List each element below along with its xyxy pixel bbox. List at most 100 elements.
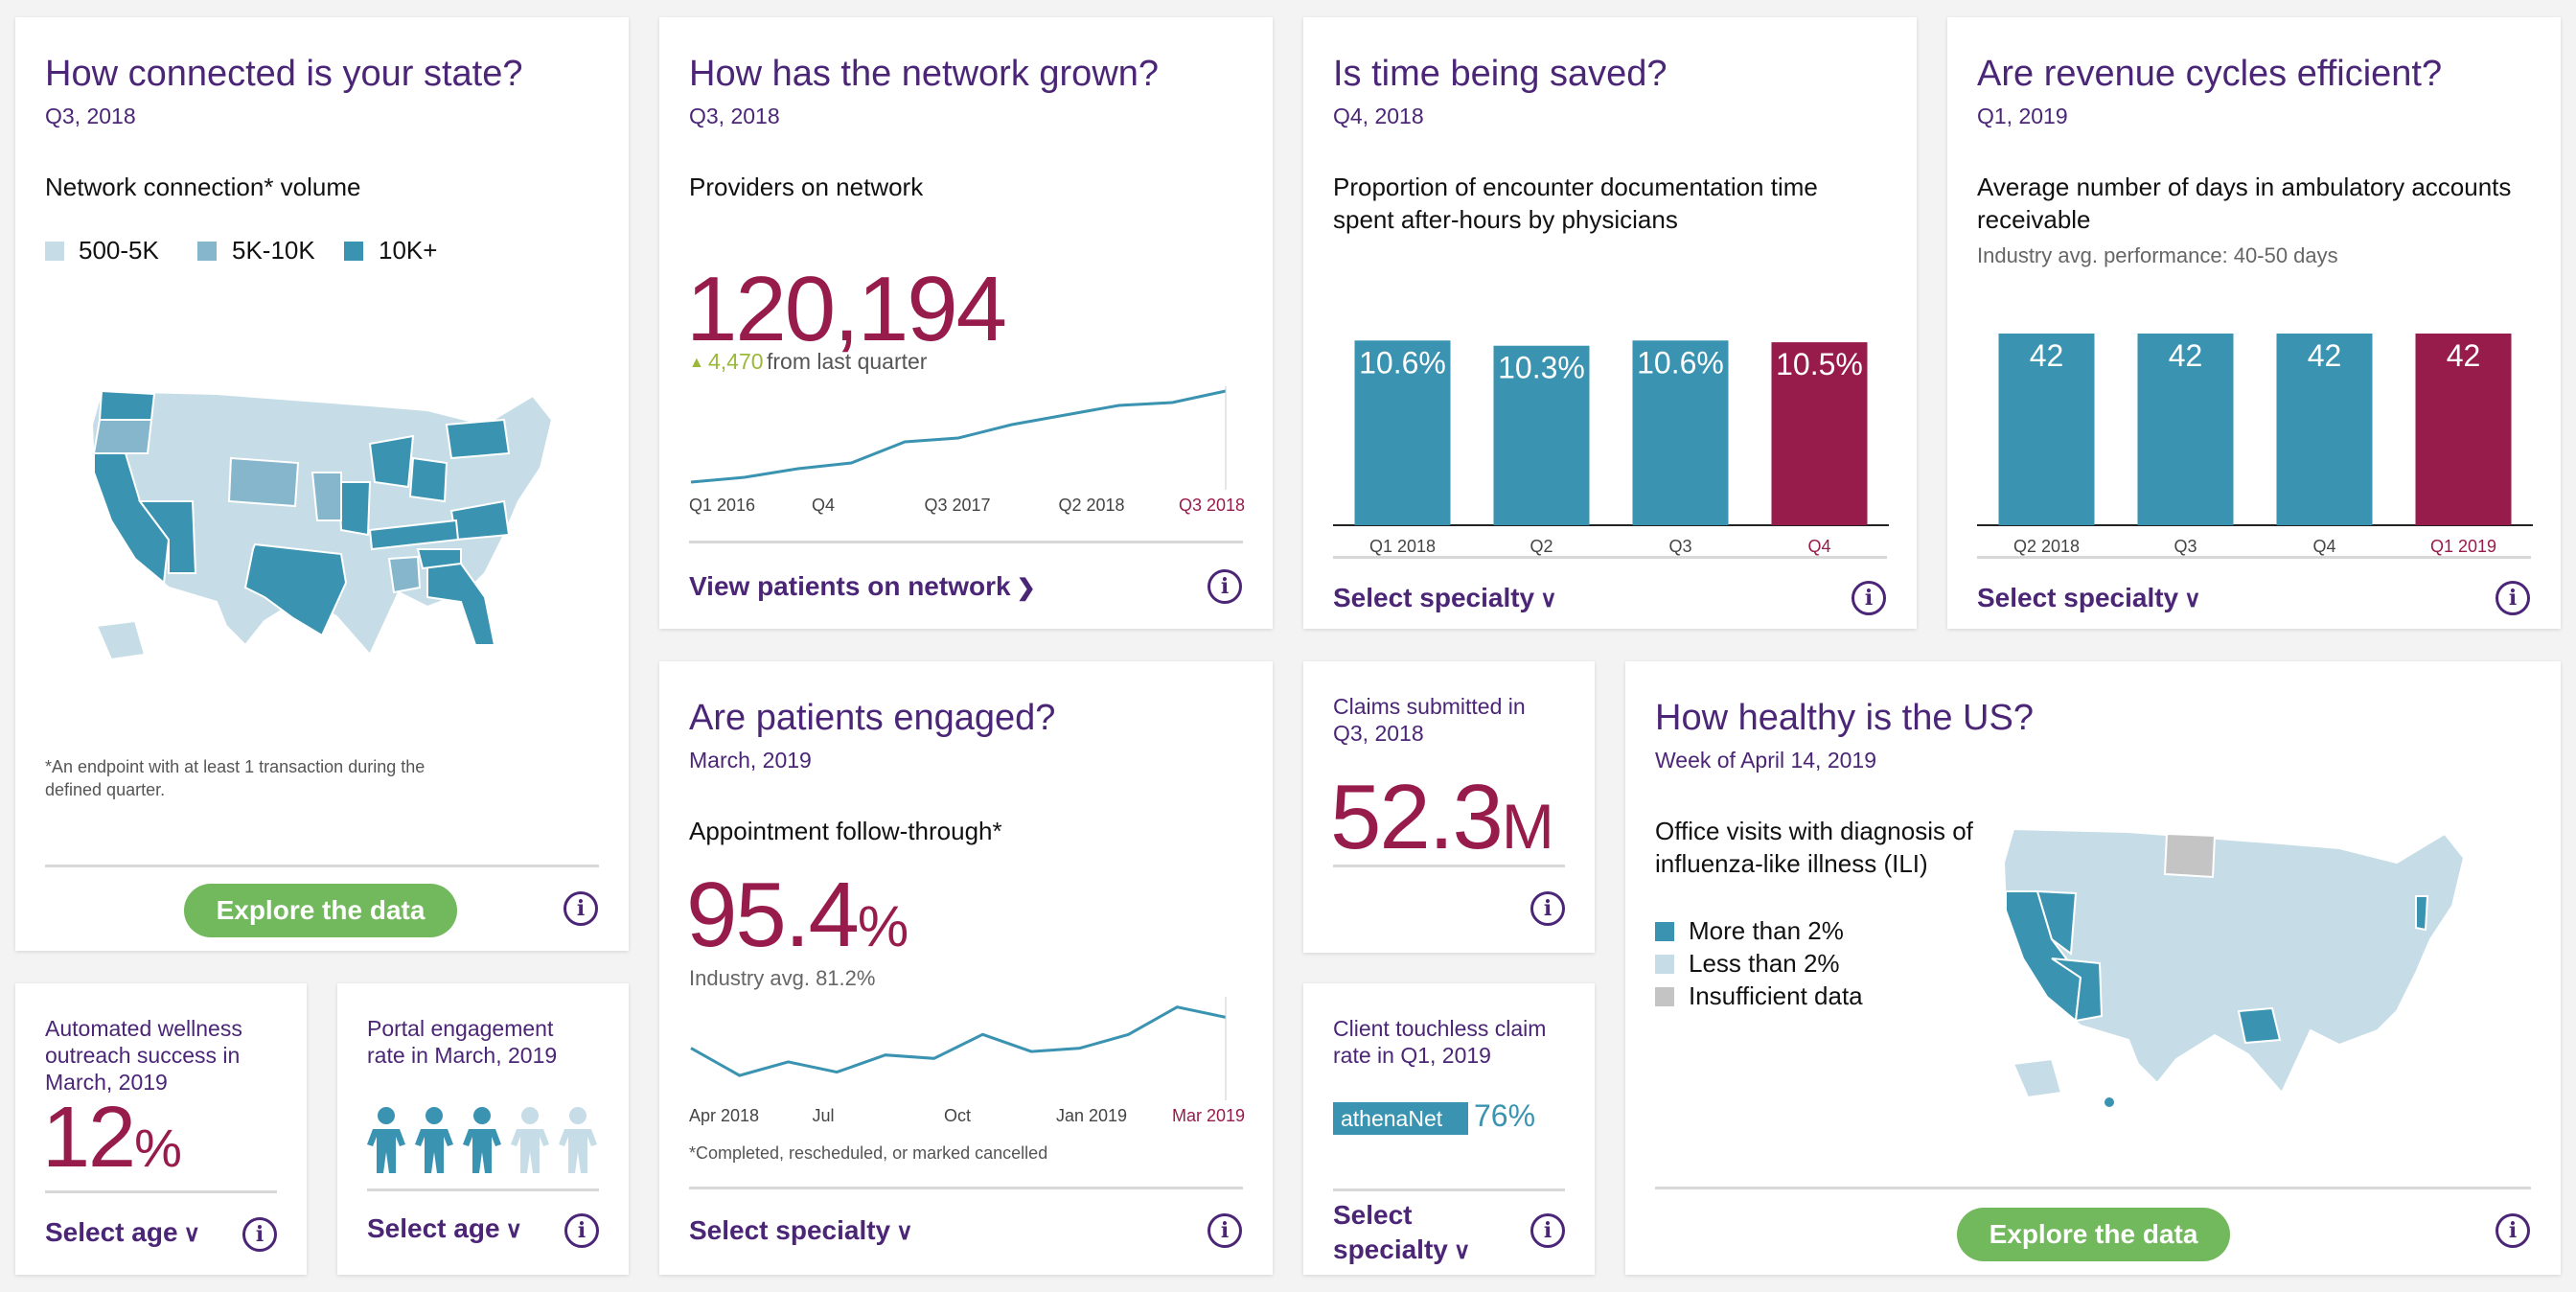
providers-line-chart: Q1 2016 Q4 Q3 2017 Q2 2018 Q3 2018 xyxy=(689,386,1245,515)
value-unit: M xyxy=(1501,791,1554,862)
bar-value-label: 10.3% xyxy=(1498,351,1585,385)
person-icon xyxy=(415,1107,453,1173)
x-tick-label: Q1 2018 xyxy=(1369,537,1436,556)
card-label-line-2: spent after-hours by physicians xyxy=(1333,205,1678,234)
x-tick-label: Jan 2019 xyxy=(1056,1106,1127,1125)
info-icon[interactable]: i xyxy=(1530,1213,1565,1248)
divider xyxy=(1333,556,1887,559)
bar xyxy=(1493,345,1590,525)
person-icon xyxy=(559,1107,597,1173)
divider xyxy=(1333,1188,1565,1191)
us-map-connection[interactable] xyxy=(82,367,581,693)
people-icons xyxy=(367,1107,597,1173)
info-icon[interactable]: i xyxy=(564,1213,599,1248)
card-label: Appointment follow-through* xyxy=(689,817,1002,845)
divider xyxy=(45,1190,277,1193)
legend-low: 500-5K xyxy=(79,236,159,265)
card-title: Is time being saved? xyxy=(1333,54,1668,94)
value-unit: % xyxy=(857,894,908,958)
change-value: 4,470 xyxy=(708,349,764,374)
info-icon[interactable]: i xyxy=(2496,581,2530,615)
after-hours-bar-chart: 10.6% Q1 2018 10.3% Q2 10.6% Q3 10.5% Q4 xyxy=(1333,340,1889,556)
card-time-saved: Is time being saved? Q4, 2018 Proportion… xyxy=(1303,17,1917,629)
card-title: Are revenue cycles efficient? xyxy=(1977,54,2443,94)
bar xyxy=(2276,334,2373,525)
x-tick-label: Q2 2018 xyxy=(1058,496,1124,515)
bar-value-label: 10.6% xyxy=(1637,345,1724,380)
bar-value-label: 10.5% xyxy=(1776,347,1863,381)
link-label: Select specialty xyxy=(1333,583,1535,612)
legend-swatch-high xyxy=(344,242,363,261)
legend-swatch-insufficient xyxy=(1655,987,1674,1006)
link-label: Select specialty xyxy=(689,1215,891,1245)
view-patients-link[interactable]: View patients on network ❯ xyxy=(689,571,1036,602)
change-up-icon: ▲ xyxy=(689,355,704,371)
card-label: Network connection* volume xyxy=(45,173,361,201)
x-tick-label: Apr 2018 xyxy=(689,1106,759,1125)
divider xyxy=(689,1187,1243,1189)
select-specialty-dropdown[interactable]: Select specialty ∨ xyxy=(689,1215,913,1246)
legend-below: Less than 2% xyxy=(1689,949,1840,978)
providers-value: 120,194 xyxy=(686,258,1007,360)
card-portal-engagement: Portal engagement rate in March, 2019 Se… xyxy=(337,983,629,1275)
value-number: 95.4 xyxy=(686,864,860,966)
card-network-growth: How has the network grown? Q3, 2018 Prov… xyxy=(659,17,1273,629)
info-icon[interactable]: i xyxy=(1208,569,1242,604)
bar xyxy=(2415,334,2512,525)
legend-swatch-above xyxy=(1655,922,1674,941)
us-map-ili[interactable] xyxy=(1994,805,2493,1131)
chevron-down-icon: ∨ xyxy=(505,1217,523,1243)
chevron-down-icon: ∨ xyxy=(1453,1238,1471,1264)
bar xyxy=(1632,340,1729,525)
info-icon[interactable]: i xyxy=(2496,1213,2530,1248)
legend-swatch-below xyxy=(1655,955,1674,974)
chevron-right-icon: ❯ xyxy=(1016,575,1036,601)
bar xyxy=(1354,340,1451,525)
card-label-line-2: receivable xyxy=(1977,205,2091,234)
card-wellness-outreach: Automated wellness outreach success in M… xyxy=(15,983,307,1275)
x-tick-label: Q1 2019 xyxy=(2430,537,2496,556)
card-footnote-1: *An endpoint with at least 1 transaction… xyxy=(45,757,426,799)
card-label-line-1: Portal engagement xyxy=(367,1016,554,1041)
info-icon[interactable]: i xyxy=(1852,581,1886,615)
card-revenue-cycle: Are revenue cycles efficient? Q1, 2019 A… xyxy=(1947,17,2561,629)
person-icon xyxy=(463,1107,501,1173)
value-number: 52.3 xyxy=(1330,766,1504,868)
x-tick-label: Q4 xyxy=(2312,537,2335,556)
legend-mid: 5K-10K xyxy=(232,236,315,265)
select-specialty-dropdown[interactable]: Select specialty ∨ xyxy=(1333,1198,1470,1269)
info-icon[interactable]: i xyxy=(564,891,598,926)
divider xyxy=(1977,556,2531,559)
divider xyxy=(367,1188,599,1191)
explore-data-button[interactable]: Explore the data xyxy=(1957,1208,2230,1261)
info-icon[interactable]: i xyxy=(242,1217,277,1252)
info-icon[interactable]: i xyxy=(1208,1213,1242,1248)
select-specialty-dropdown[interactable]: Select specialty ∨ xyxy=(1977,583,2201,613)
ar-days-bar-chart: 42 Q2 2018 42 Q3 42 Q4 42 Q1 2019 xyxy=(1977,334,2533,556)
value-unit: % xyxy=(134,1118,182,1178)
card-label-line-2: influenza-like illness (ILI) xyxy=(1655,849,1928,878)
link-label: Select age xyxy=(367,1213,500,1243)
info-icon[interactable]: i xyxy=(1530,891,1565,926)
series-line xyxy=(690,1005,1227,1077)
select-age-dropdown[interactable]: Select age ∨ xyxy=(367,1213,522,1244)
follow-through-line-chart: Apr 2018 Jul Oct Jan 2019 Mar 2019 xyxy=(689,997,1245,1125)
card-touchless-claim: Client touchless claim rate in Q1, 2019 … xyxy=(1303,983,1595,1275)
legend-above: More than 2% xyxy=(1689,916,1844,945)
link-label: View patients on network xyxy=(689,571,1011,601)
x-tick-label: Mar 2019 xyxy=(1172,1106,1245,1125)
card-date: Q3, 2018 xyxy=(45,104,136,128)
person-icon xyxy=(511,1107,549,1173)
touchless-bar: athenaNet xyxy=(1333,1102,1468,1135)
x-tick-label: Jul xyxy=(812,1106,834,1125)
bar xyxy=(1998,334,2095,525)
x-tick-label: Q1 2016 xyxy=(689,496,755,515)
select-age-dropdown[interactable]: Select age ∨ xyxy=(45,1217,200,1248)
x-tick-label: Q3 2018 xyxy=(1179,496,1245,515)
explore-data-button[interactable]: Explore the data xyxy=(184,884,457,937)
bar xyxy=(2137,334,2234,525)
card-label-line-3: March, 2019 xyxy=(45,1070,168,1095)
card-title: How connected is your state? xyxy=(45,54,523,94)
series-line xyxy=(690,389,1227,484)
select-specialty-dropdown[interactable]: Select specialty ∨ xyxy=(1333,583,1557,613)
